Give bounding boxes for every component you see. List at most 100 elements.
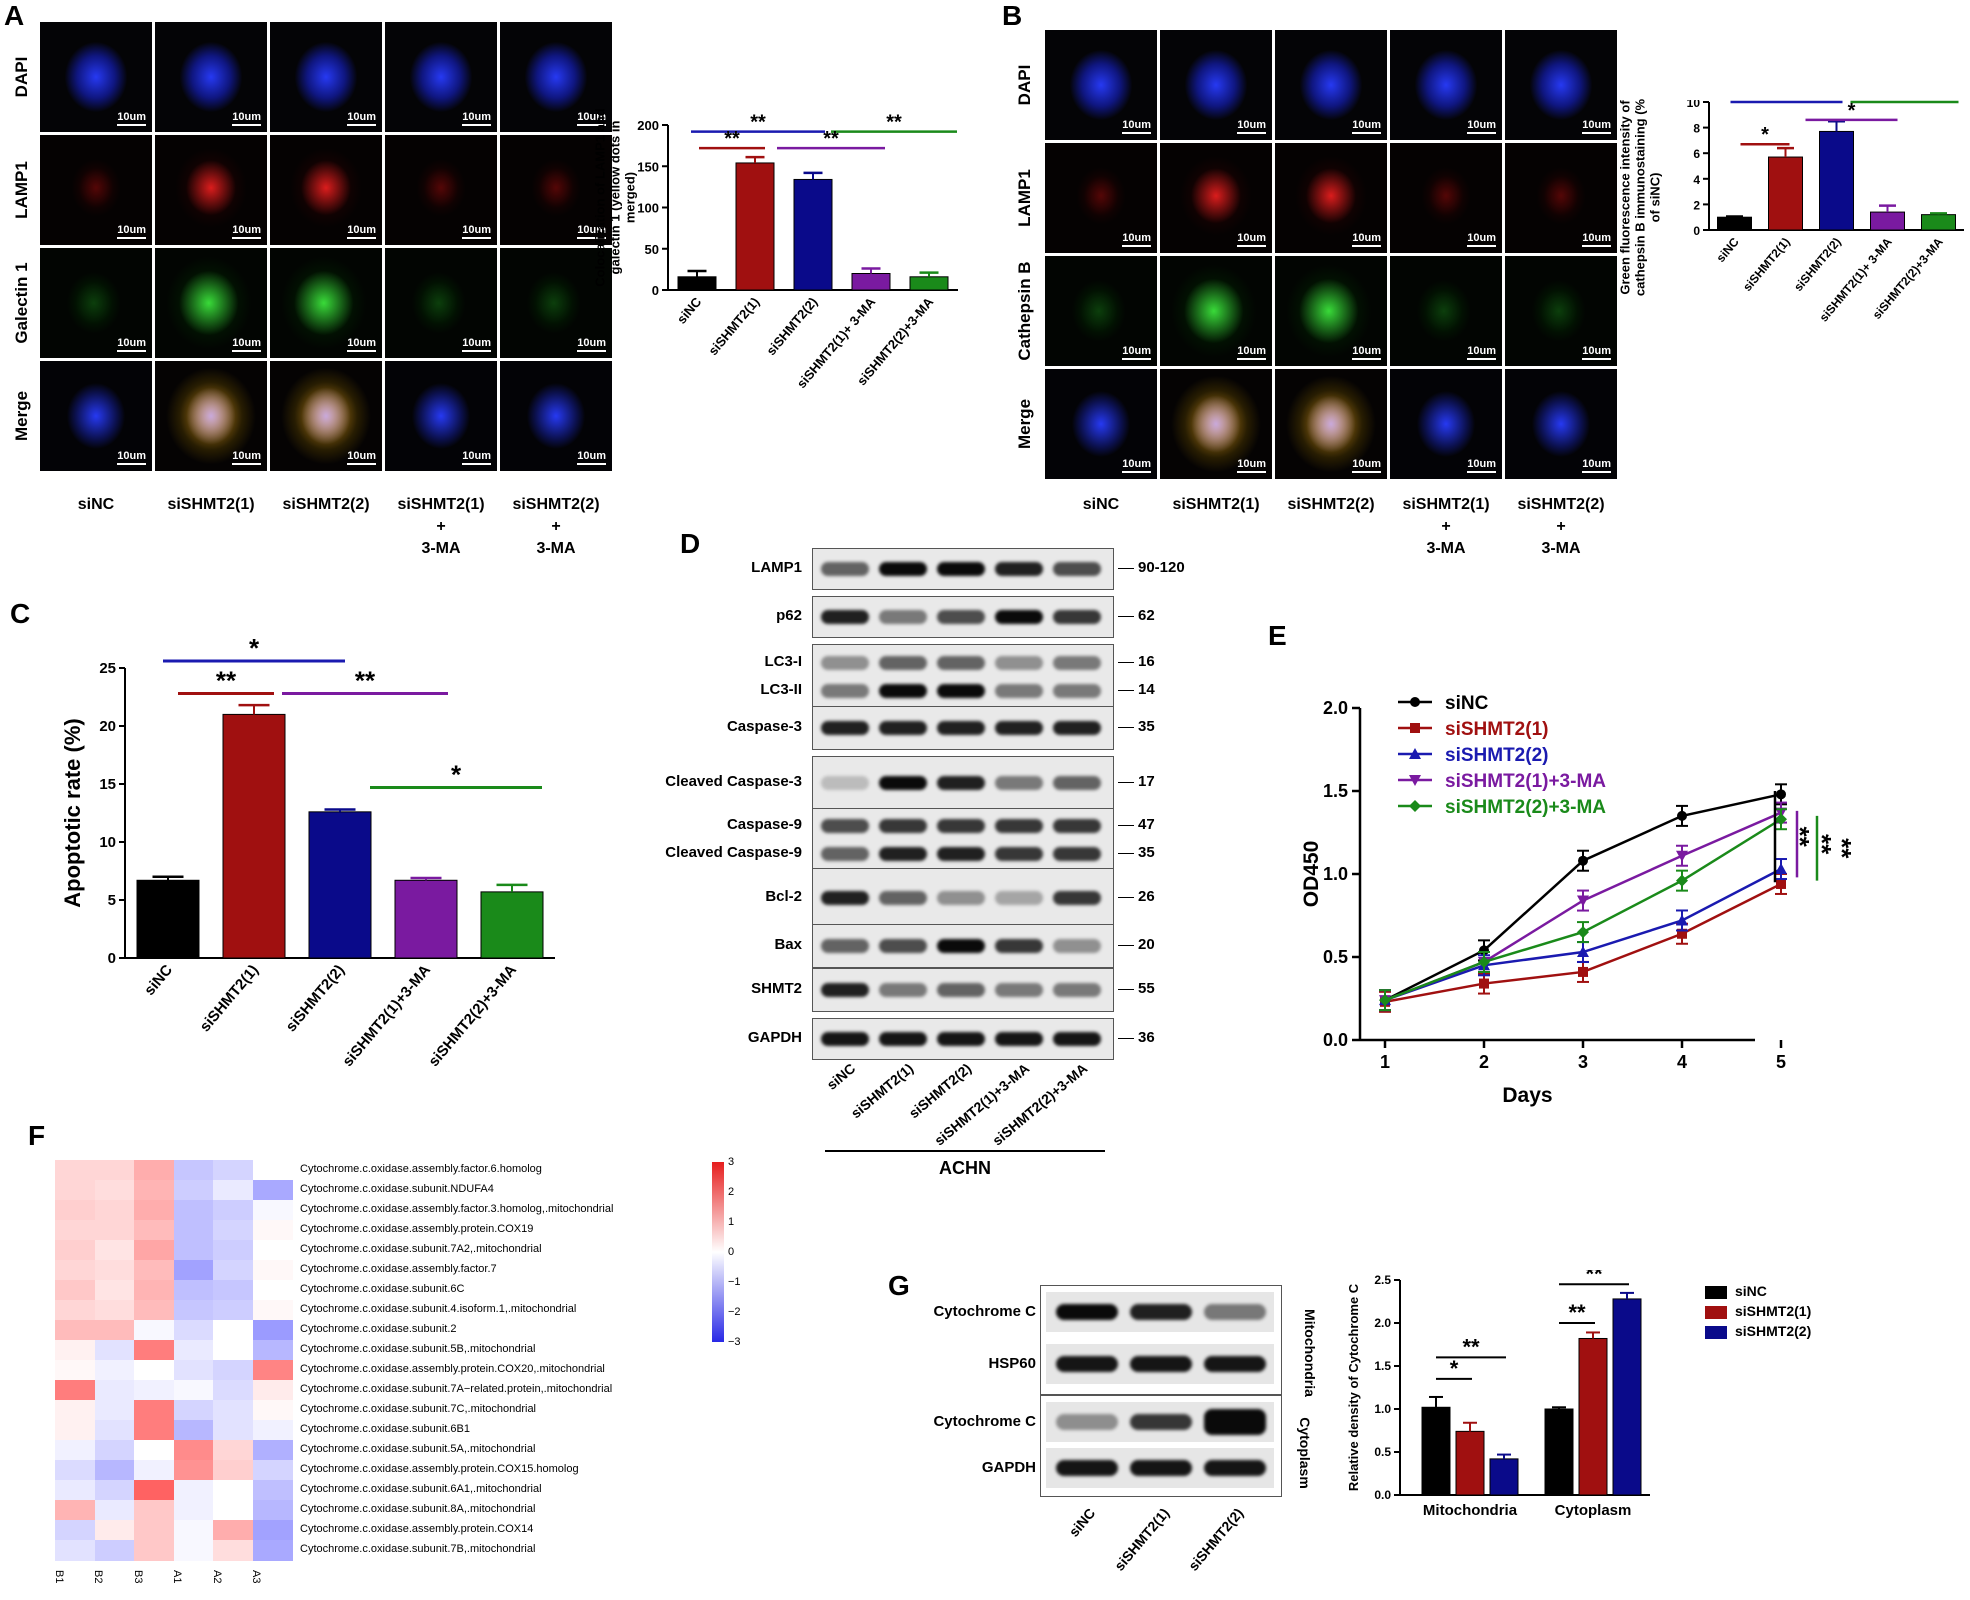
blot-label-7: Cleaved Caspase-9 (665, 844, 802, 861)
heatmap-cell (94, 1480, 135, 1501)
panel-c-chart-category-label: siSHMT2(1) (197, 962, 263, 1036)
panel-e-ytick-label: 2.0 (1323, 698, 1348, 718)
heatmap-row-label-17: Cytochrome.c.oxidase.subunit.8A,.mitocho… (300, 1503, 536, 1515)
panel-a-row-label-2: Galectin 1 (12, 262, 31, 344)
panel-b-micrograph-r2-c3: 10um (1390, 256, 1502, 366)
panel-g-legend-label-2: siSHMT2(2) (1735, 1323, 1812, 1339)
panel-c-chart-ytick-label: 5 (108, 892, 116, 909)
heatmap-cell (252, 1540, 293, 1561)
cell-line-rule (825, 1150, 1105, 1152)
blot-band (821, 684, 869, 699)
panel-b-scale-bar: 10um (1467, 232, 1496, 247)
panel-a-scale-bar: 10um (577, 111, 606, 126)
panel-a-scale-bar: 10um (117, 111, 146, 126)
blot-lane-label-1: siSHMT2(1) (847, 1060, 917, 1122)
heatmap-cell (134, 1220, 174, 1241)
panel-a-chart-category-label: siNC (674, 294, 705, 327)
heatmap-cell (252, 1240, 293, 1261)
panel-b-sig-marker: ** (1779, 100, 1795, 104)
blot-strip (812, 596, 1114, 638)
heatmap-cell (55, 1400, 95, 1421)
heatmap-cell (173, 1540, 214, 1561)
panel-c-chart-category-label: siSHMT2(1)+3-MA (339, 962, 434, 1070)
panel-a-chart-ytick-label: 50 (645, 242, 659, 257)
heatmap-cell (94, 1300, 135, 1321)
blot-band (1056, 1304, 1118, 1320)
panel-e-legend-label-0: siNC (1445, 693, 1489, 714)
heatmap-cell (134, 1180, 174, 1201)
heatmap-cell (252, 1160, 293, 1181)
heatmap-cell (134, 1440, 174, 1461)
heatmap-cell (94, 1500, 135, 1521)
heatmap-legend-tick-1: 2 (728, 1186, 735, 1198)
panel-c-chart-bar (222, 713, 286, 959)
heatmap-cell (134, 1260, 174, 1281)
blot-band (1053, 818, 1101, 833)
blot-kda-8: 26 (1138, 888, 1155, 905)
g-blot-label-1: HSP60 (988, 1355, 1036, 1372)
panel-e-point (1578, 855, 1588, 866)
heatmap-row-label-6: Cytochrome.c.oxidase.subunit.6C (300, 1283, 465, 1295)
panel-a-micrograph-r0-c0: 10um (40, 22, 152, 132)
panel-b-chart-bar (1870, 211, 1905, 231)
blot-band (937, 610, 985, 624)
heatmap-cell (134, 1360, 174, 1381)
blot-band (1053, 655, 1101, 670)
panel-g-y-axis-label: Relative density of Cytochrome C (1346, 1283, 1361, 1491)
g-blot-label-0: Cytochrome C (933, 1303, 1036, 1320)
blot-band (821, 1032, 869, 1046)
panel-b-chart-ytick-label: 10 (1687, 100, 1701, 110)
panel-b-micrograph-r1-c0: 10um (1045, 143, 1157, 253)
panel-a-sig-marker: ** (724, 128, 740, 150)
heatmap-cell (94, 1180, 135, 1201)
panel-b-scale-bar: 10um (1352, 345, 1381, 360)
panel-label-e: E (1268, 620, 1287, 651)
blot-frame-mito (1040, 1285, 1282, 1395)
heatmap-cell (134, 1400, 174, 1421)
panel-c-chart-ytick-label: 25 (99, 660, 116, 677)
panel-b-micrograph-r0-c2: 10um (1275, 30, 1387, 140)
heatmap-cell (173, 1520, 214, 1541)
blot-band (1204, 1304, 1266, 1320)
panel-b-row-label-2: Cathepsin B (1015, 261, 1034, 361)
panel-c-chart-bar (136, 879, 200, 959)
heatmap-cell (94, 1360, 135, 1381)
panel-c-sig-marker: ** (355, 666, 376, 696)
panel-a-micrograph-r1-c1: 10um (155, 135, 267, 245)
heatmap-cell (134, 1240, 174, 1261)
panel-b-scale-bar: 10um (1237, 458, 1266, 473)
blot-band (1130, 1304, 1192, 1320)
blot-label-2: LC3-I (764, 652, 803, 670)
panel-label-c: C (10, 598, 31, 629)
panel-label-b: B (1002, 0, 1023, 31)
blot-kda-5: 17 (1138, 773, 1155, 790)
heatmap-cell (94, 1280, 135, 1301)
g-lane-label-0: siNC (1065, 1505, 1099, 1540)
heatmap-cell (252, 1520, 293, 1541)
panel-a-micrograph-r3-c1: 10um (155, 361, 267, 471)
panel-b-micrograph-r2-c2: 10um (1275, 256, 1387, 366)
heatmap-cell (173, 1320, 214, 1341)
heatmap-cell (134, 1280, 174, 1301)
blot-band (1053, 983, 1101, 997)
blot-band (1053, 1032, 1101, 1046)
panel-a-micrograph-r2-c4: 10um (500, 248, 612, 358)
blot-band (1204, 1356, 1266, 1372)
panel-a-scale-bar: 10um (462, 337, 491, 352)
panel-b-micrograph-r3-c4: 10um (1505, 369, 1617, 479)
kda-tick (1118, 616, 1134, 617)
heatmap-cell (94, 1160, 135, 1181)
panel-a-chart-bar (851, 273, 891, 291)
heatmap-cell (213, 1500, 253, 1521)
panel-b-scale-bar: 10um (1467, 458, 1496, 473)
blot-band (1053, 610, 1101, 624)
blot-band (937, 776, 985, 790)
panel-g-bar (1489, 1458, 1519, 1496)
panel-e-ytick-label: 1.0 (1323, 864, 1348, 884)
panel-e-point (1577, 946, 1589, 958)
blot-band (937, 1032, 985, 1046)
panel-g-bar (1612, 1298, 1642, 1496)
panel-a-row-label-0: DAPI (12, 56, 31, 98)
kda-tick (1118, 690, 1134, 692)
panel-b-scale-bar: 10um (1237, 119, 1266, 134)
